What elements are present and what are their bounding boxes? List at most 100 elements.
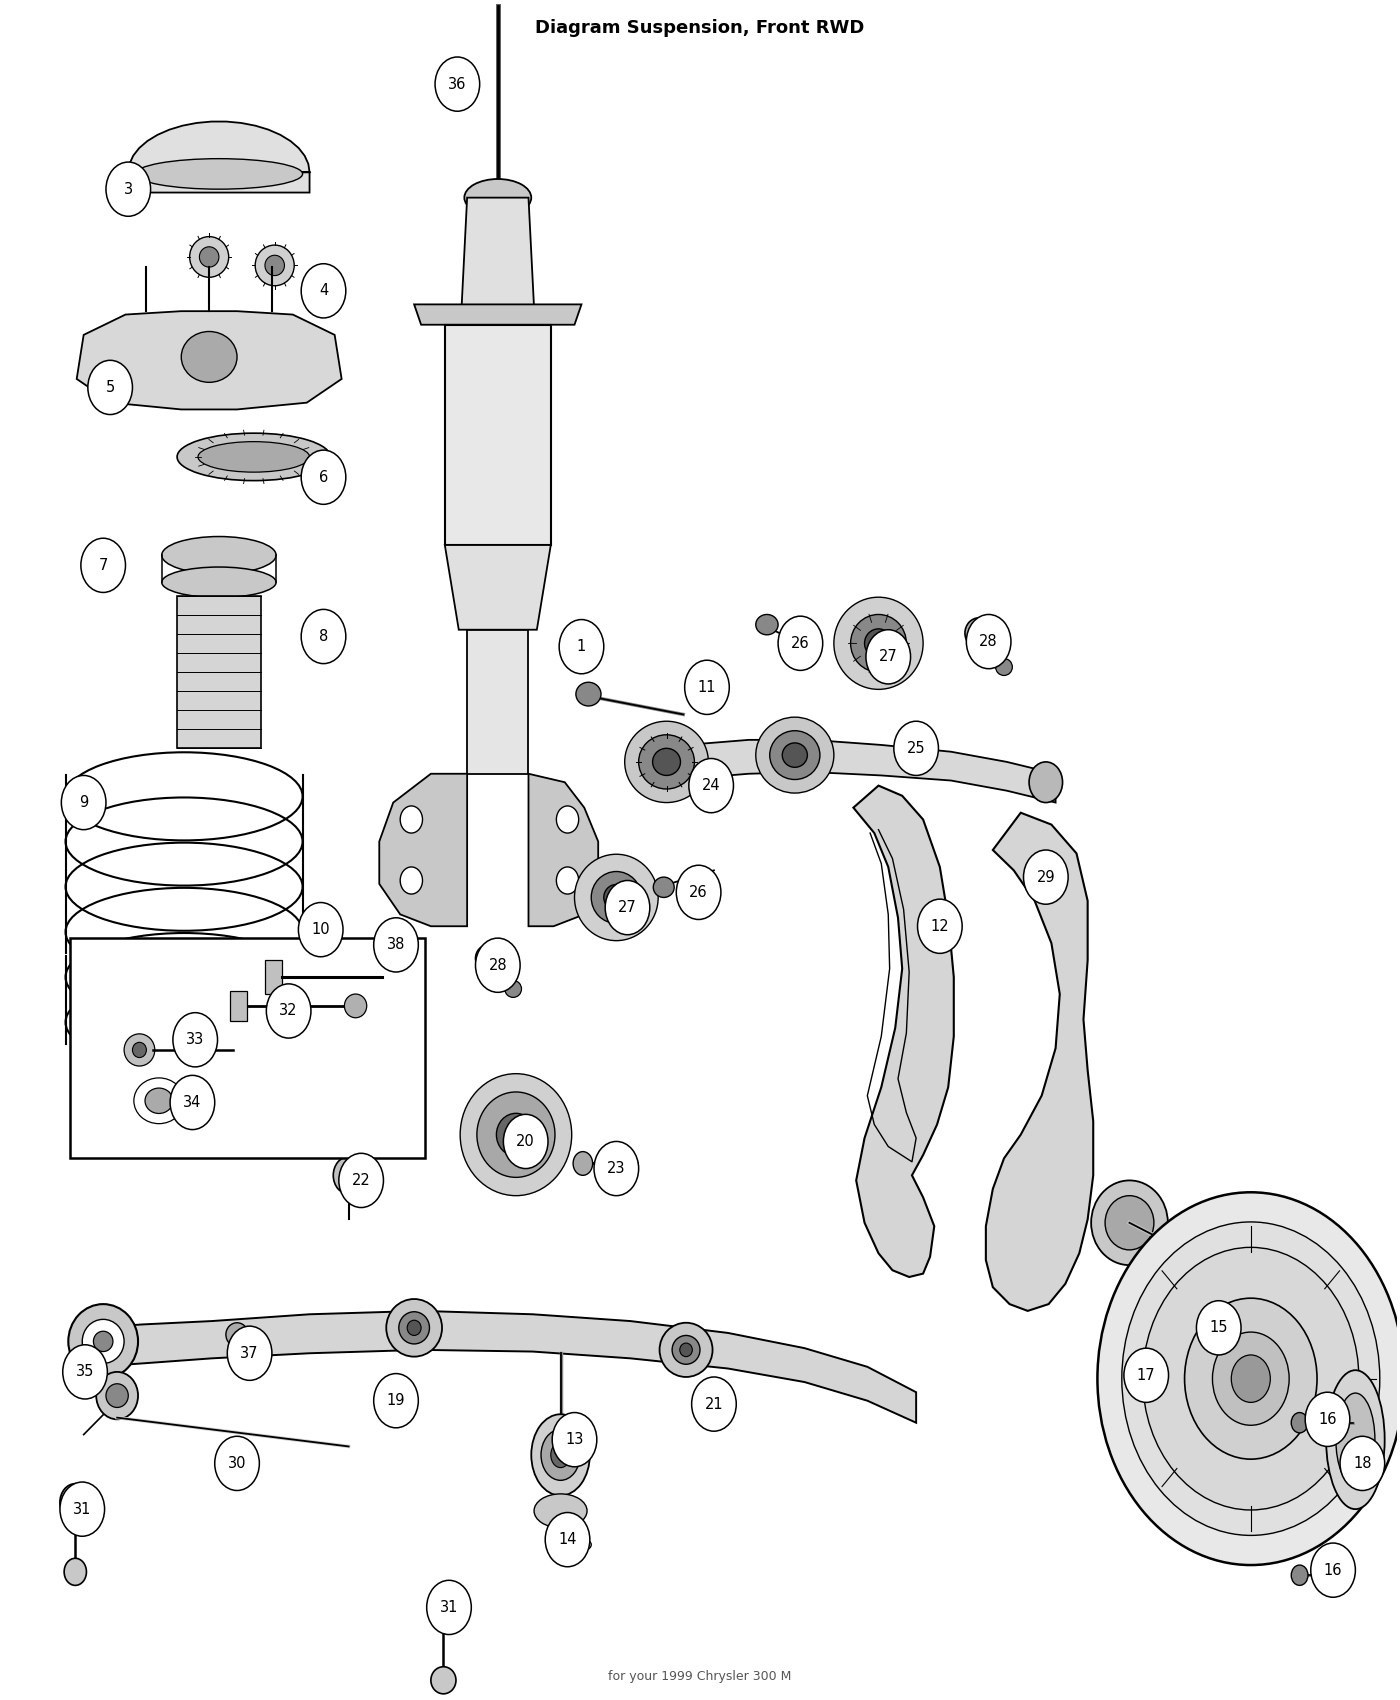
Polygon shape [854,785,953,1277]
Text: 19: 19 [386,1394,405,1408]
Ellipse shape [965,617,993,648]
Ellipse shape [477,1091,554,1178]
Circle shape [63,1345,108,1399]
Ellipse shape [133,1042,147,1057]
Text: 6: 6 [319,469,328,484]
Text: 24: 24 [701,779,721,794]
Text: 15: 15 [1210,1321,1228,1334]
Text: 32: 32 [280,1003,298,1018]
Circle shape [81,539,126,592]
Polygon shape [94,1311,916,1423]
Text: 16: 16 [1319,1411,1337,1426]
Polygon shape [129,122,309,192]
Text: 27: 27 [619,899,637,915]
Text: 30: 30 [228,1455,246,1470]
Ellipse shape [638,734,694,789]
Ellipse shape [995,658,1012,675]
Text: 16: 16 [1324,1562,1343,1578]
Polygon shape [77,311,342,410]
Circle shape [1197,1300,1240,1355]
Ellipse shape [136,158,302,189]
Ellipse shape [783,743,808,767]
Text: 18: 18 [1354,1455,1372,1470]
Ellipse shape [1291,1413,1308,1433]
Ellipse shape [386,1299,442,1357]
Circle shape [917,899,962,954]
Ellipse shape [1326,1370,1385,1510]
Text: 9: 9 [78,796,88,811]
Circle shape [1310,1544,1355,1598]
Ellipse shape [265,255,284,275]
Polygon shape [468,629,528,774]
Ellipse shape [1212,1333,1289,1425]
Circle shape [298,903,343,957]
Ellipse shape [125,1034,155,1066]
Circle shape [339,1153,384,1207]
Text: 38: 38 [386,937,405,952]
Ellipse shape [1091,1180,1168,1265]
Text: 13: 13 [566,1431,584,1447]
Ellipse shape [69,1304,139,1379]
Ellipse shape [60,1484,91,1522]
Circle shape [301,264,346,318]
Ellipse shape [680,1343,693,1357]
Circle shape [301,609,346,663]
Ellipse shape [591,872,641,923]
Text: 14: 14 [559,1532,577,1547]
Text: 28: 28 [980,634,998,649]
Circle shape [559,619,603,673]
Ellipse shape [1231,1355,1270,1402]
Circle shape [174,1013,217,1068]
Polygon shape [265,960,281,994]
Ellipse shape [400,867,423,894]
Polygon shape [176,595,260,748]
Text: for your 1999 Chrysler 300 M: for your 1999 Chrysler 300 M [609,1671,791,1683]
Text: 29: 29 [1036,870,1056,884]
Ellipse shape [1025,853,1050,881]
Text: 23: 23 [608,1161,626,1176]
Ellipse shape [106,1384,129,1408]
Ellipse shape [672,1336,700,1365]
Ellipse shape [556,806,578,833]
Text: 27: 27 [879,649,897,665]
Ellipse shape [181,332,237,382]
Ellipse shape [851,614,906,672]
Ellipse shape [189,236,228,277]
Ellipse shape [146,1088,172,1114]
Ellipse shape [333,1156,364,1193]
Text: 21: 21 [704,1397,724,1411]
Ellipse shape [94,1331,113,1352]
Ellipse shape [400,806,423,833]
Ellipse shape [575,682,601,706]
Circle shape [214,1436,259,1491]
Circle shape [62,775,106,830]
Text: 17: 17 [1137,1368,1155,1382]
Ellipse shape [162,568,276,597]
Text: 4: 4 [319,284,328,298]
Circle shape [1305,1392,1350,1447]
Ellipse shape [64,1559,87,1586]
Ellipse shape [225,1323,248,1346]
Text: 37: 37 [241,1346,259,1360]
Circle shape [171,1076,214,1129]
Circle shape [893,721,938,775]
Ellipse shape [134,1078,183,1124]
Ellipse shape [199,246,218,267]
Circle shape [778,615,823,670]
Text: 8: 8 [319,629,328,644]
Text: 28: 28 [489,957,507,972]
Text: 34: 34 [183,1095,202,1110]
Ellipse shape [1336,1392,1375,1486]
Circle shape [1340,1436,1385,1491]
Ellipse shape [431,1666,456,1693]
Text: 3: 3 [123,182,133,197]
Circle shape [545,1513,589,1567]
Ellipse shape [428,1591,459,1629]
Ellipse shape [476,945,501,972]
Ellipse shape [1098,1192,1400,1566]
Circle shape [692,1377,736,1431]
Text: 36: 36 [448,76,466,92]
Circle shape [106,162,151,216]
Ellipse shape [531,1414,589,1496]
Polygon shape [414,304,581,325]
